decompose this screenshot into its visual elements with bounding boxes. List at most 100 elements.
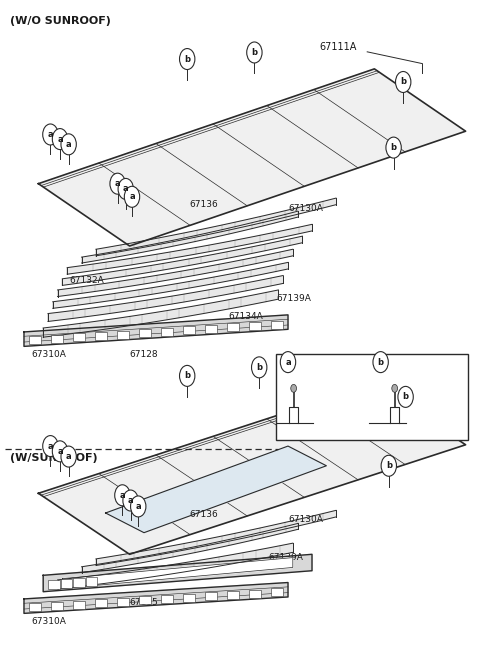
Circle shape xyxy=(280,352,296,373)
Circle shape xyxy=(131,496,146,517)
FancyBboxPatch shape xyxy=(51,335,62,343)
Text: 67136: 67136 xyxy=(190,200,218,209)
Circle shape xyxy=(373,352,388,373)
Circle shape xyxy=(110,173,125,194)
Text: b: b xyxy=(184,54,190,64)
FancyBboxPatch shape xyxy=(250,322,261,330)
FancyBboxPatch shape xyxy=(95,599,107,607)
Text: 67113A: 67113A xyxy=(299,358,334,367)
Polygon shape xyxy=(58,249,293,297)
Circle shape xyxy=(61,134,76,155)
Text: a: a xyxy=(48,441,53,451)
FancyBboxPatch shape xyxy=(29,604,41,611)
FancyBboxPatch shape xyxy=(117,598,129,605)
Text: a: a xyxy=(128,496,133,505)
Circle shape xyxy=(118,178,133,199)
Text: a: a xyxy=(120,491,125,500)
Text: 67111A: 67111A xyxy=(298,365,335,376)
Text: 67132A: 67132A xyxy=(70,276,104,285)
FancyBboxPatch shape xyxy=(139,596,151,604)
Text: a: a xyxy=(285,358,291,367)
Text: b: b xyxy=(256,363,262,372)
Text: a: a xyxy=(129,192,135,201)
FancyBboxPatch shape xyxy=(272,588,283,596)
FancyBboxPatch shape xyxy=(161,328,173,336)
Text: b: b xyxy=(391,143,396,152)
FancyBboxPatch shape xyxy=(139,329,151,337)
Text: (W/O SUNROOF): (W/O SUNROOF) xyxy=(10,16,110,26)
Circle shape xyxy=(247,42,262,63)
FancyBboxPatch shape xyxy=(73,578,85,587)
Text: 67139A: 67139A xyxy=(276,294,311,303)
Text: 67310A: 67310A xyxy=(31,350,66,359)
FancyBboxPatch shape xyxy=(95,332,107,340)
Polygon shape xyxy=(53,262,288,308)
FancyBboxPatch shape xyxy=(205,592,217,600)
Circle shape xyxy=(398,386,413,407)
Circle shape xyxy=(386,137,401,158)
Polygon shape xyxy=(43,554,312,592)
Text: a: a xyxy=(57,134,63,144)
Polygon shape xyxy=(96,198,336,256)
Polygon shape xyxy=(24,583,288,613)
Circle shape xyxy=(52,129,68,150)
FancyBboxPatch shape xyxy=(205,325,217,333)
Circle shape xyxy=(43,436,58,457)
Text: 67139A: 67139A xyxy=(269,553,304,562)
Polygon shape xyxy=(38,384,466,554)
Polygon shape xyxy=(24,315,288,346)
Text: 67134A: 67134A xyxy=(228,312,263,321)
FancyBboxPatch shape xyxy=(72,333,84,341)
Polygon shape xyxy=(38,69,466,246)
Polygon shape xyxy=(106,446,326,533)
Circle shape xyxy=(43,124,58,145)
Circle shape xyxy=(180,365,195,386)
Text: b: b xyxy=(252,48,257,57)
Text: 67136: 67136 xyxy=(190,510,218,520)
Circle shape xyxy=(291,384,297,392)
FancyBboxPatch shape xyxy=(48,580,60,589)
Text: a: a xyxy=(48,130,53,139)
Polygon shape xyxy=(96,510,336,565)
Text: a: a xyxy=(135,502,141,511)
Circle shape xyxy=(180,49,195,70)
Text: 67128: 67128 xyxy=(130,350,158,359)
Circle shape xyxy=(124,186,140,207)
Polygon shape xyxy=(67,224,312,274)
Text: 67115: 67115 xyxy=(130,598,158,607)
Text: b: b xyxy=(400,77,406,87)
FancyBboxPatch shape xyxy=(61,579,72,588)
FancyBboxPatch shape xyxy=(272,321,283,329)
Text: a: a xyxy=(66,140,72,149)
Polygon shape xyxy=(82,523,298,573)
Text: 67111A: 67111A xyxy=(319,42,357,52)
Text: (W/SUNROOF): (W/SUNROOF) xyxy=(10,453,97,463)
Text: a: a xyxy=(57,447,63,456)
Text: 67130A: 67130A xyxy=(288,515,323,524)
Circle shape xyxy=(123,490,138,511)
FancyBboxPatch shape xyxy=(250,590,261,598)
Polygon shape xyxy=(48,276,283,321)
Circle shape xyxy=(252,357,267,378)
Circle shape xyxy=(396,72,411,92)
FancyBboxPatch shape xyxy=(276,354,468,440)
Circle shape xyxy=(61,446,76,467)
Circle shape xyxy=(115,485,130,506)
Text: a: a xyxy=(66,452,72,461)
Text: a: a xyxy=(123,184,129,194)
Text: 67310A: 67310A xyxy=(31,617,66,626)
FancyBboxPatch shape xyxy=(86,577,97,586)
FancyBboxPatch shape xyxy=(227,591,239,599)
Text: b: b xyxy=(403,392,408,401)
FancyBboxPatch shape xyxy=(72,601,84,609)
Polygon shape xyxy=(62,236,302,285)
FancyBboxPatch shape xyxy=(29,337,41,344)
Text: a: a xyxy=(115,179,120,188)
Circle shape xyxy=(381,455,396,476)
Polygon shape xyxy=(62,558,293,588)
FancyBboxPatch shape xyxy=(51,602,62,610)
Text: b: b xyxy=(378,358,384,367)
Circle shape xyxy=(52,441,68,462)
Polygon shape xyxy=(58,543,293,589)
FancyBboxPatch shape xyxy=(183,594,195,602)
